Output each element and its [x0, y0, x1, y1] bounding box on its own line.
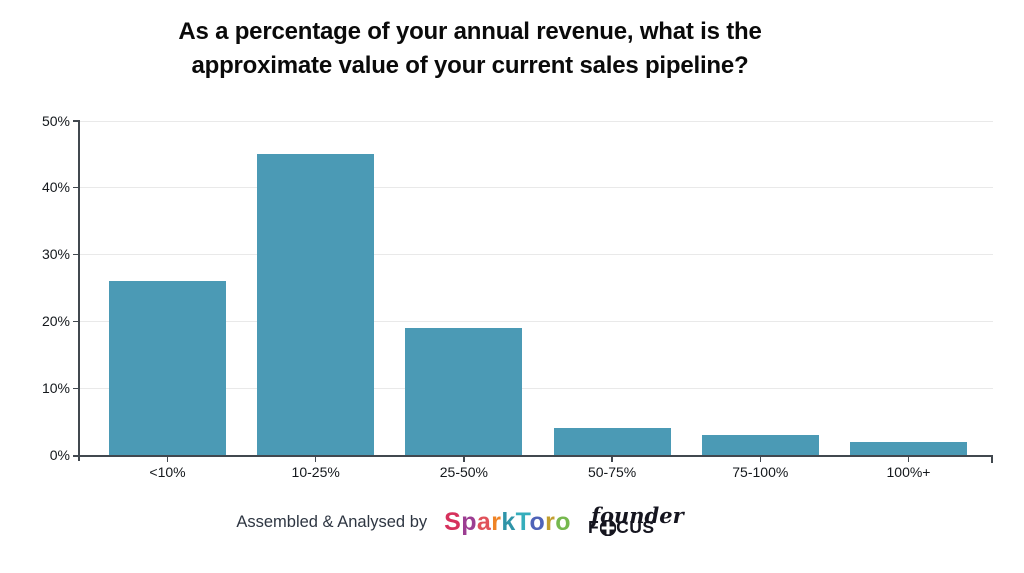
y-axis-label-20: 20% [41, 313, 70, 330]
x-axis-label-1: 10-25% [291, 464, 340, 480]
x-tick-2 [463, 456, 465, 462]
bar-<10% [109, 281, 226, 455]
x-tick-3 [611, 456, 613, 462]
footer-credit: Assembled & Analysed by SparkToro founde… [0, 505, 920, 537]
x-axis-label-5: 100%+ [886, 464, 931, 480]
x-tick-0 [166, 456, 169, 462]
founderfocus-caps-prefix: F [587, 517, 600, 537]
x-axis-label-3: 50-75% [587, 464, 637, 480]
gridline-20 [79, 321, 993, 323]
gridline-10 [79, 388, 993, 390]
x-axis-end-tick [991, 455, 993, 463]
sparktoro-letter-2: a [476, 508, 492, 537]
y-axis-label-50: 50% [41, 112, 70, 129]
x-axis-line [73, 455, 993, 457]
y-tick-20 [73, 320, 79, 323]
gridline-30 [79, 254, 993, 256]
sparktoro-letter-4: k [501, 508, 516, 537]
sparktoro-letter-6: o [529, 508, 546, 537]
x-tick-4 [759, 456, 762, 462]
x-axis-label-2: 25-50% [439, 464, 489, 480]
x-tick-5 [907, 456, 910, 462]
bar-100%+ [850, 441, 967, 455]
sparktoro-letter-0: S [444, 508, 462, 537]
x-axis-label-0: <10% [149, 464, 186, 480]
chart-title: As a percentage of your annual revenue, … [0, 15, 940, 83]
y-axis-label-40: 40% [41, 179, 70, 196]
bar-50-75% [553, 428, 671, 455]
gridline-40 [79, 187, 993, 189]
y-axis-line [78, 119, 80, 461]
founderfocus-caps-suffix: CUS [616, 517, 655, 537]
sparktoro-letter-1: p [461, 508, 477, 537]
chart-title-line1: As a percentage of your annual revenue, … [178, 18, 762, 45]
bar-10-25% [257, 153, 375, 455]
y-tick-10 [73, 387, 79, 390]
gear-o-icon [599, 519, 616, 536]
sparktoro-letter-7: r [545, 508, 556, 537]
founderfocus-script-text: founder [590, 503, 684, 528]
x-tick-1 [314, 456, 317, 462]
y-axis-label-10: 10% [41, 380, 70, 397]
sparktoro-letter-8: o [555, 508, 571, 537]
gridline-50 [79, 120, 993, 122]
bar-75-100% [701, 434, 819, 455]
y-axis-label-30: 30% [41, 246, 70, 263]
y-tick-50 [73, 120, 79, 122]
bar-25-50% [405, 327, 523, 455]
chart-title-line2: approximate value of your current sales … [191, 52, 749, 79]
founderfocus-caps-text: F CUS [587, 517, 684, 537]
y-tick-40 [73, 186, 79, 189]
sparktoro-letter-5: T [515, 508, 530, 537]
founderfocus-logo: founder F CUS [588, 505, 684, 537]
x-axis-label-4: 75-100% [732, 464, 789, 480]
sparktoro-letter-3: r [491, 508, 502, 537]
y-tick-30 [73, 253, 79, 256]
y-axis-label-0: 0% [49, 447, 70, 463]
credit-text: Assembled & Analysed by [236, 513, 428, 532]
sparktoro-logo: SparkToro [444, 510, 571, 535]
